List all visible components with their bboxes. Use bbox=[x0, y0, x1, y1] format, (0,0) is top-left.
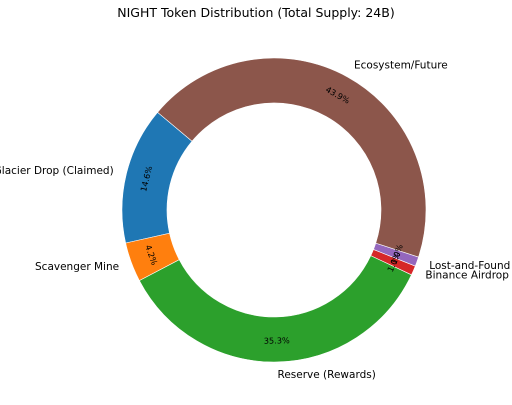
chart-title: NIGHT Token Distribution (Total Supply: … bbox=[117, 5, 394, 20]
slice-pct-reserve-rewards: 35.3% bbox=[264, 335, 290, 346]
slice-label-glacier-drop-claimed: Glacier Drop (Claimed) bbox=[0, 165, 114, 177]
slice-ecosystem-future bbox=[157, 57, 427, 258]
slice-label-reserve-rewards: Reserve (Rewards) bbox=[278, 369, 376, 381]
slices-layer bbox=[121, 57, 427, 363]
slice-label-binance-airdrop: Binance Airdrop bbox=[425, 270, 509, 282]
slice-reserve-rewards bbox=[138, 255, 412, 363]
slice-label-scavenger-mine: Scavenger Mine bbox=[35, 261, 119, 273]
labels-layer: Glacier Drop (Claimed) 14.6%Scavenger Min… bbox=[0, 60, 510, 381]
slice-label-ecosystem-future: Ecosystem/Future bbox=[354, 60, 448, 72]
slice-label-lost-and-found: Lost-and-Found bbox=[429, 260, 510, 272]
